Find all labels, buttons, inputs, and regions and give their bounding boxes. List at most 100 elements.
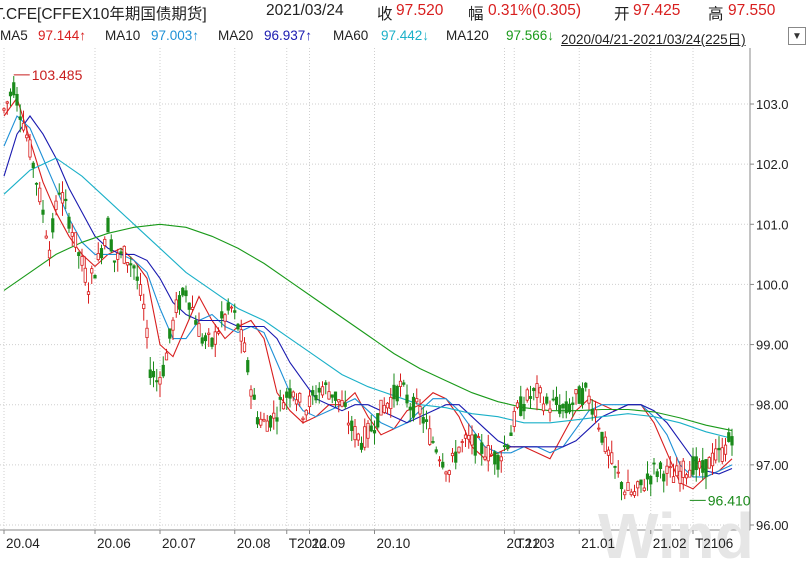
candle-body [493, 451, 497, 465]
high-value: 97.550 [728, 2, 776, 19]
candle-body [418, 406, 422, 415]
candle-body [535, 383, 539, 398]
candle-body [320, 386, 325, 396]
candle-body [597, 427, 601, 430]
candle-body [246, 360, 250, 373]
candle-body [460, 441, 464, 443]
candle-body [385, 402, 390, 409]
candle-body [298, 392, 302, 403]
candle-body [155, 380, 159, 383]
candle-body [506, 444, 510, 450]
candle-body [168, 328, 172, 339]
candle-body [80, 256, 84, 266]
candle-body [317, 387, 321, 393]
candle-body [239, 329, 243, 342]
candle-body [15, 93, 19, 106]
candle-body [587, 395, 591, 404]
candle-body [125, 262, 130, 266]
candles [2, 76, 734, 501]
ma60-value: 97.442↓ [381, 28, 430, 43]
candle-body [86, 291, 91, 295]
candle-body [551, 398, 555, 401]
candle-body [619, 482, 624, 490]
ma5-label: MA5 [0, 28, 28, 43]
y-axis: 103.0 102.0 101.0 100.0 99.00 98.00 97.00 96.00 [750, 97, 789, 533]
candle-body [525, 389, 529, 401]
candle-body [106, 217, 110, 233]
candle-body [697, 461, 702, 469]
candle-body [675, 465, 679, 477]
candle-body [473, 434, 477, 456]
candle-body [90, 268, 94, 274]
price-annotations: 103.485 96.410 [13, 67, 751, 508]
candle-body [668, 466, 672, 469]
candle-body [194, 320, 198, 325]
candle-body [571, 402, 575, 406]
candle-body [83, 267, 87, 283]
candle-body [177, 295, 182, 310]
candle-body [28, 139, 32, 158]
candle-body [60, 192, 65, 204]
candle-body [57, 192, 61, 195]
candle-body [119, 251, 123, 254]
candle-body [203, 335, 208, 342]
x-tick-label: 20.04 [6, 536, 40, 551]
candle-body [138, 284, 143, 296]
candle-body [392, 384, 396, 400]
candle-body [356, 433, 360, 441]
candle-body [717, 447, 721, 451]
candle-body [522, 404, 526, 412]
candle-body [135, 276, 139, 281]
candle-body [629, 491, 633, 496]
candle-body [190, 306, 195, 310]
candle-body [623, 491, 627, 496]
candle-body [333, 391, 338, 401]
quote-date: 2021/03/24 [266, 2, 344, 19]
candle-body [678, 470, 682, 484]
candle-body [613, 466, 617, 468]
candle-body [268, 415, 273, 428]
candle-body [691, 456, 695, 475]
candle-body [642, 487, 646, 491]
candle-body [467, 435, 471, 440]
candle-body [252, 394, 256, 400]
candle-body [548, 408, 552, 413]
candle-body [590, 408, 594, 415]
candle-body [25, 134, 29, 139]
candle-body [294, 399, 299, 405]
candle-body [723, 444, 728, 455]
candle-body [366, 422, 370, 439]
candle-body [272, 412, 276, 419]
candle-body [606, 449, 611, 456]
candle-body [8, 91, 13, 97]
candle-body [142, 303, 146, 309]
candle-body [561, 404, 565, 409]
candle-body [486, 445, 490, 462]
close-value: 97.520 [396, 2, 444, 19]
ma120-value: 97.566↓ [506, 28, 555, 43]
open-value: 97.425 [633, 2, 681, 19]
candle-body [249, 389, 253, 397]
candle-body [499, 456, 503, 462]
x-tick-label: T2103 [516, 536, 554, 551]
symbol-title: T.CFE[CFFEX10年期国债期货] [0, 6, 207, 23]
candle-body [242, 342, 247, 353]
watermark: Wind [598, 500, 754, 572]
candle-body [340, 400, 344, 407]
x-tick-label: 20.06 [97, 536, 131, 551]
candle-body [408, 406, 412, 411]
candle-body [454, 451, 458, 463]
candle-body [476, 436, 481, 439]
chart-grid [0, 48, 751, 531]
candle-body [54, 200, 58, 210]
y-tick-label: 99.00 [756, 338, 789, 353]
range-dropdown-button[interactable]: ▼ [788, 27, 806, 45]
candle-body [288, 388, 292, 399]
candle-body [441, 461, 445, 468]
ma10-value: 97.003↑ [151, 28, 200, 43]
candle-body [21, 122, 26, 131]
candle-body [324, 382, 328, 386]
candle-body [600, 431, 604, 443]
candle-body [577, 386, 581, 404]
candle-body [395, 385, 399, 402]
